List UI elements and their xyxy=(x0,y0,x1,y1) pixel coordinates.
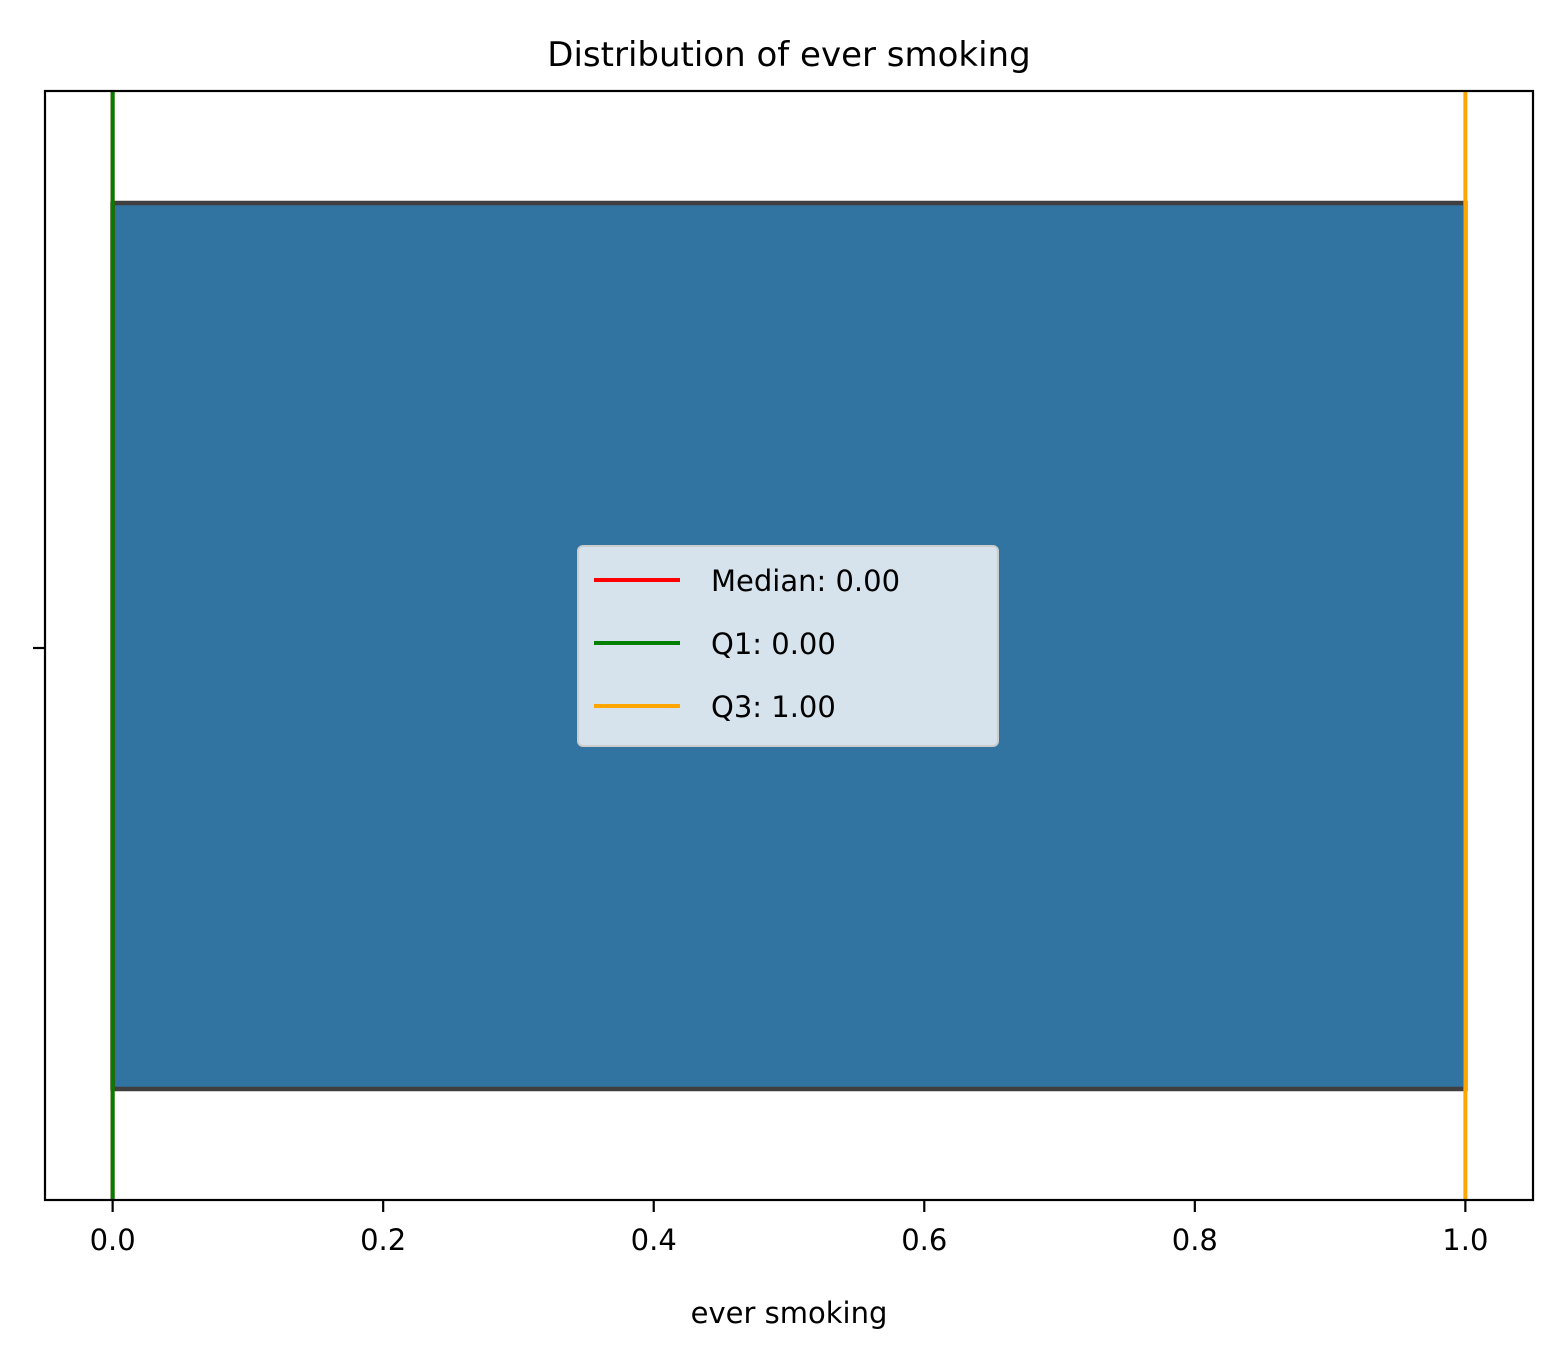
chart-title: Distribution of ever smoking xyxy=(547,35,1030,75)
x-tick-label: 0.2 xyxy=(360,1223,406,1257)
x-tick-label: 0.0 xyxy=(90,1223,136,1257)
x-tick-label: 1.0 xyxy=(1442,1223,1488,1257)
axes: 0.0 0.2 0.4 0.6 0.8 1.0 xyxy=(33,89,1535,1257)
legend-entry-label: Q1: 0.00 xyxy=(711,627,836,661)
x-axis-label: ever smoking xyxy=(691,1296,888,1330)
axes-frame xyxy=(43,89,1535,1202)
legend: Median: 0.00 Q1: 0.00 Q3: 1.00 xyxy=(577,545,999,747)
x-tick-label: 0.6 xyxy=(901,1223,947,1257)
legend-frame xyxy=(577,545,999,747)
x-tick-label: 0.8 xyxy=(1172,1223,1218,1257)
x-tick-label: 0.4 xyxy=(631,1223,677,1257)
legend-entry-label: Median: 0.00 xyxy=(711,564,900,598)
legend-entry-label: Q3: 1.00 xyxy=(711,690,836,724)
